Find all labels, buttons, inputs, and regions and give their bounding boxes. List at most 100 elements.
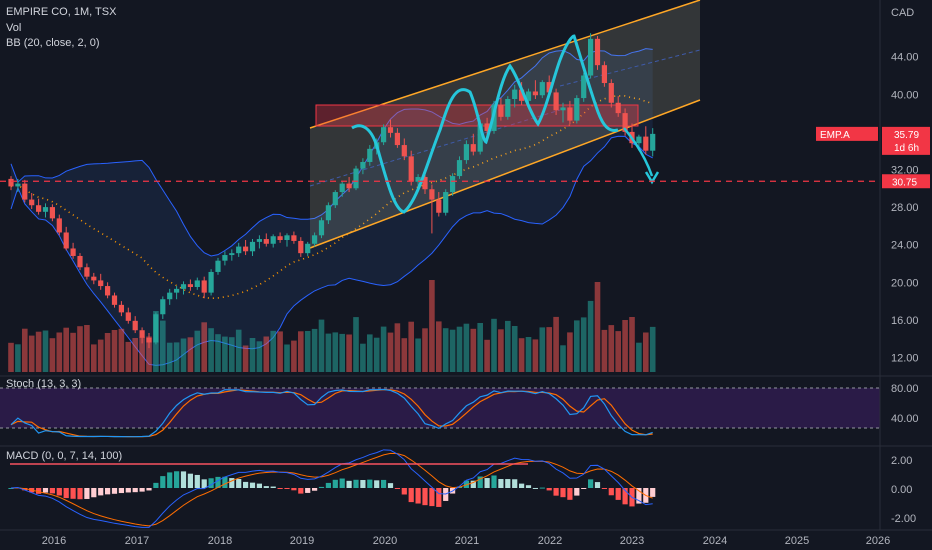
macd-histogram-bar xyxy=(160,476,166,488)
macd-histogram-bar xyxy=(256,483,262,488)
time-tick-label: 2020 xyxy=(373,535,397,547)
macd-histogram-bar xyxy=(567,488,573,500)
volume-bar xyxy=(173,342,180,372)
price-tick-label: 16.00 xyxy=(891,315,919,327)
volume-bar xyxy=(180,338,187,372)
time-tick-label: 2023 xyxy=(620,535,644,547)
macd-label[interactable]: MACD (0, 0, 7, 14, 100) xyxy=(6,450,123,462)
candle-body xyxy=(291,235,297,241)
macd-histogram-bar xyxy=(180,471,187,488)
volume-bar xyxy=(601,329,608,372)
macd-histogram-bar xyxy=(229,478,235,488)
macd-histogram-bar xyxy=(588,479,594,488)
volume-bar xyxy=(373,337,380,372)
time-tick-label: 2018 xyxy=(208,535,232,547)
macd-histogram-bar xyxy=(381,479,387,488)
macd-histogram-bar xyxy=(436,488,442,507)
macd-histogram-bar xyxy=(636,488,642,504)
candle-body xyxy=(519,89,525,101)
candle-body xyxy=(298,240,304,254)
macd-histogram-bar xyxy=(581,488,587,489)
candle-body xyxy=(608,83,614,103)
volume-bar xyxy=(97,339,104,372)
macd-histogram-bar xyxy=(401,488,407,495)
stoch-label[interactable]: Stoch (13, 3, 3) xyxy=(6,378,82,390)
volume-bar xyxy=(270,330,276,372)
volume-bar xyxy=(463,323,470,372)
volume-bar xyxy=(380,326,387,372)
symbol-line[interactable]: EMPIRE CO, 1M, TSX xyxy=(6,6,117,18)
support-value: 30.75 xyxy=(892,177,917,188)
macd-histogram-bar xyxy=(539,487,545,489)
candle-body xyxy=(249,241,256,252)
volume-bar xyxy=(111,330,118,372)
macd-histogram-bar xyxy=(491,475,497,488)
volume-bar xyxy=(615,331,621,372)
channel-mid-line-left xyxy=(309,109,561,187)
macd-histogram-bar xyxy=(270,486,276,488)
stoch-band-fill xyxy=(0,388,880,428)
macd-histogram-bar xyxy=(594,482,601,488)
candle-body xyxy=(643,136,649,151)
vol-label[interactable]: Vol xyxy=(6,22,22,34)
macd-histogram-bar xyxy=(42,488,49,493)
macd-histogram-bar xyxy=(360,480,366,488)
volume-bar xyxy=(229,337,235,372)
candle-body xyxy=(84,267,90,277)
bb-upper-line xyxy=(10,48,653,257)
macd-histogram-bar xyxy=(339,478,345,488)
volume-bar xyxy=(256,341,263,372)
candle-body xyxy=(63,232,69,249)
candle-body xyxy=(581,75,587,99)
candle-body xyxy=(594,38,601,66)
volume-bar xyxy=(449,329,456,372)
candle-body xyxy=(525,91,532,101)
macd-histogram-bar xyxy=(263,486,269,488)
candle-body xyxy=(470,144,476,152)
volume-bar xyxy=(118,328,125,372)
candle-body xyxy=(539,82,545,96)
channel-lower-line xyxy=(309,99,701,249)
macd-histogram-bar xyxy=(208,478,214,488)
bb-label[interactable]: BB (20, close, 2, 0) xyxy=(6,37,100,49)
candle-body xyxy=(636,136,642,144)
time-tick-label: 2021 xyxy=(455,535,479,547)
candle-body xyxy=(332,192,338,206)
candle-body xyxy=(346,183,352,189)
macd-histogram-bar xyxy=(498,479,504,488)
volume-bar xyxy=(8,342,14,372)
volume-bar xyxy=(249,338,256,372)
volume-bar xyxy=(594,282,601,372)
volume-bar xyxy=(84,325,90,372)
volume-bar xyxy=(553,316,559,372)
legend-symbol: EMPIRE CO, 1M, TSX xyxy=(6,6,120,18)
candle-body xyxy=(601,65,607,84)
head-and-shoulders-curve xyxy=(351,34,619,214)
volume-bar xyxy=(242,345,249,372)
candle-body xyxy=(208,271,214,293)
macd-histogram-bar xyxy=(312,488,318,491)
macd-histogram-bar xyxy=(174,471,180,488)
candle-body xyxy=(394,132,400,146)
macd-histogram-bar xyxy=(470,480,476,488)
candle-body xyxy=(450,176,456,193)
candle-body xyxy=(42,207,49,212)
macd-histogram-bar xyxy=(346,480,352,488)
time-tick-label: 2022 xyxy=(538,535,562,547)
legend-vol: Vol xyxy=(6,22,25,34)
last-price-value: 35.79 xyxy=(894,130,919,141)
macd-histogram-bar xyxy=(650,488,656,497)
volume-bar xyxy=(160,320,166,372)
volume-bar xyxy=(222,336,228,372)
macd-histogram-bar xyxy=(484,478,490,488)
candle-body xyxy=(256,239,262,242)
macd-histogram-bar xyxy=(505,479,511,488)
macd-histogram-bar xyxy=(91,488,97,498)
candle-body xyxy=(436,199,442,213)
macd-histogram-bar xyxy=(560,488,566,498)
candle-body xyxy=(139,330,145,338)
volume-bar xyxy=(325,333,332,372)
macd-histogram-bar xyxy=(105,488,111,495)
